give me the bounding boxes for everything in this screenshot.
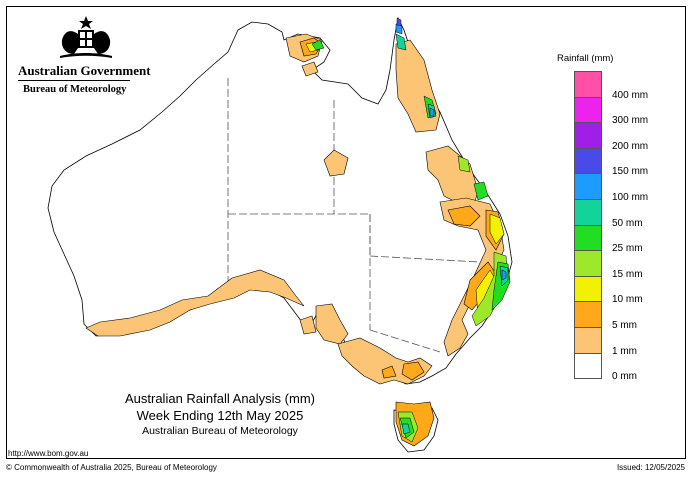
legend-label: 50 mm: [612, 217, 643, 229]
logo-divider: [18, 80, 130, 81]
legend-swatch: [574, 122, 602, 148]
government-name: Australian Government: [18, 63, 151, 78]
legend-swatch: [574, 71, 602, 97]
legend-label: 10 mm: [612, 294, 643, 306]
copyright-text: © Commonwealth of Australia 2025, Bureau…: [6, 463, 217, 472]
legend-label: 25 mm: [612, 243, 643, 255]
legend-swatch: [574, 224, 602, 251]
map-period: Week Ending 12th May 2025: [136, 408, 304, 423]
coat-of-arms-icon: [60, 16, 112, 58]
legend-swatch: [574, 301, 602, 327]
legend-label: 150 mm: [612, 166, 649, 178]
legend-swatch: [574, 275, 602, 302]
legend-label: 300 mm: [612, 115, 649, 127]
bureau-name: Bureau of Meteorology: [23, 84, 127, 95]
map-title: Australian Rainfall Analysis (mm): [124, 391, 315, 406]
legend-label: 200 mm: [612, 140, 649, 152]
bom-url: http://www.bom.gov.au: [8, 449, 89, 458]
legend-swatch: [574, 352, 602, 380]
legend: [574, 71, 602, 380]
legend-label: 400 mm: [612, 89, 649, 101]
legend-label: 15 mm: [612, 268, 643, 280]
legend-swatch: [574, 250, 602, 276]
legend-swatch: [574, 147, 602, 174]
legend-label: 1 mm: [612, 345, 637, 357]
legend-title: Rainfall (mm): [557, 53, 614, 64]
issued-date: Issued: 12/05/2025: [616, 463, 685, 472]
rain-zones-150mm: [396, 17, 402, 27]
map-source: Australian Bureau of Meteorology: [142, 425, 298, 437]
legend-label: 5 mm: [612, 320, 637, 331]
legend-swatch: [574, 198, 602, 225]
legend-label: 0 mm: [612, 371, 637, 383]
legend-label: 100 mm: [612, 192, 649, 203]
state-borders: [227, 78, 481, 353]
legend-swatch: [574, 173, 602, 199]
legend-swatch: [574, 326, 602, 353]
legend-swatch: [574, 96, 602, 123]
